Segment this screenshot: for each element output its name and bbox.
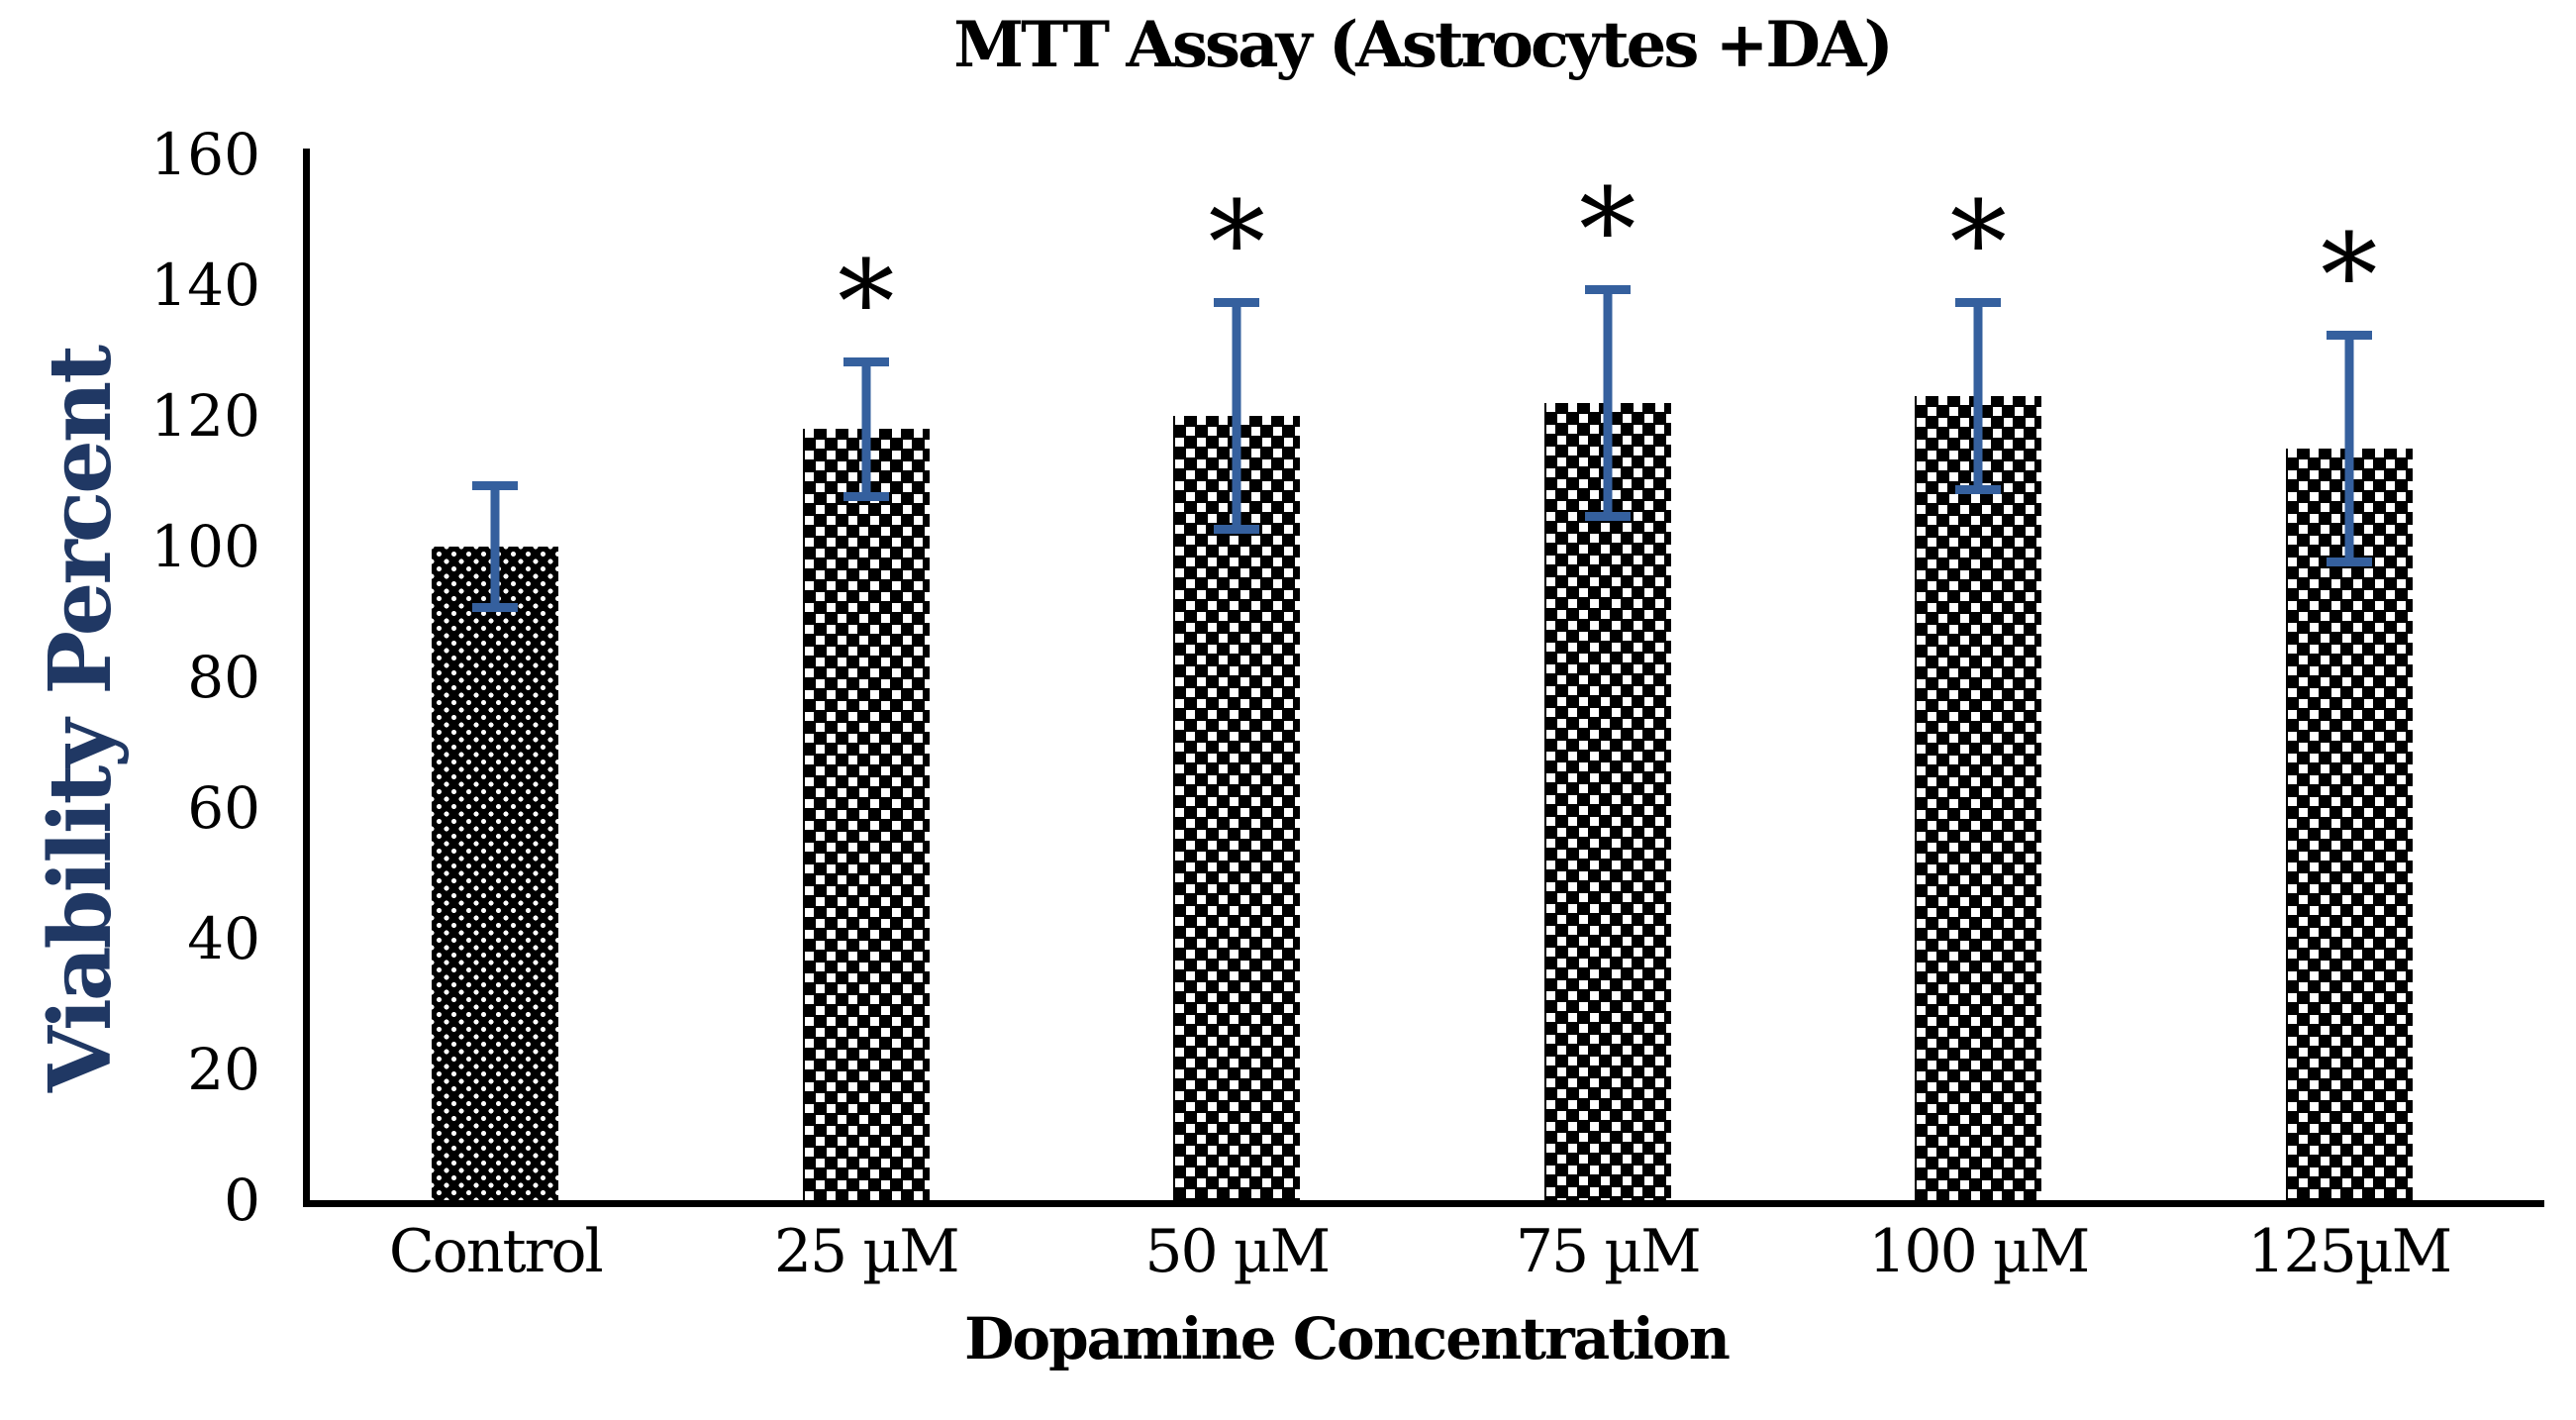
error-bar-line [1603, 285, 1613, 521]
error-bar-bottom-cap [472, 603, 519, 612]
error-bar-line [1973, 298, 1983, 495]
y-tick-label: 60 [187, 774, 260, 842]
error-bar-line [490, 481, 500, 612]
x-tick-label: 125µM [2247, 1217, 2452, 1286]
y-tick-label: 120 [150, 382, 260, 450]
error-bar-top-cap [1955, 298, 2002, 308]
x-tick-label: 75 µM [1515, 1217, 1702, 1286]
significance-asterisk: * [2321, 210, 2378, 344]
significance-asterisk: * [1579, 164, 1636, 297]
y-tick-label: 100 [150, 513, 260, 580]
y-tick-label: 140 [150, 252, 260, 319]
x-tick-label: 50 µM [1144, 1217, 1331, 1286]
error-bar-bottom-cap [2326, 557, 2372, 566]
error-bar [1584, 285, 1631, 521]
x-tick-label: 25 µM [773, 1217, 960, 1286]
y-tick-label: 160 [150, 121, 260, 188]
x-tick-label: Control [388, 1217, 604, 1286]
x-tick-label: 100 µM [1868, 1217, 2090, 1286]
error-bar-line [2344, 331, 2354, 566]
y-tick-label: 80 [187, 644, 260, 711]
chart-title: MTT Assay (Astrocytes +DA) [953, 8, 1894, 82]
y-axis-line [303, 149, 310, 1207]
error-bar-line [861, 356, 871, 501]
y-tick-label: 0 [224, 1166, 260, 1234]
error-bar-bottom-cap [1214, 524, 1260, 534]
error-bar [1214, 298, 1260, 534]
bar-100-µm [1915, 396, 2042, 1200]
error-bar [1955, 298, 2002, 495]
y-tick-label: 40 [187, 905, 260, 972]
significance-asterisk: * [1949, 177, 2008, 311]
error-bar-bottom-cap [842, 491, 889, 501]
error-bar [842, 356, 889, 501]
error-bar [472, 481, 519, 612]
bar-125µm [2285, 449, 2413, 1200]
significance-asterisk: * [1208, 177, 1266, 311]
significance-asterisk: * [838, 236, 895, 369]
x-axis-line [303, 1200, 2544, 1207]
bar-25-µm [802, 429, 930, 1200]
y-tick-label: 20 [187, 1036, 260, 1103]
bar-75-µm [1543, 402, 1671, 1200]
error-bar-top-cap [1214, 298, 1260, 308]
error-bar-line [1232, 298, 1241, 534]
error-bar-bottom-cap [1955, 485, 2002, 495]
error-bar-top-cap [1584, 285, 1631, 294]
error-bar-top-cap [842, 356, 889, 366]
bar-50-µm [1173, 416, 1301, 1200]
error-bar-bottom-cap [1584, 511, 1631, 521]
bar-control [432, 547, 559, 1200]
error-bar-top-cap [2326, 331, 2372, 341]
error-bar-top-cap [472, 481, 519, 490]
error-bar [2326, 331, 2372, 566]
x-axis-title: Dopamine Concentration [964, 1305, 1731, 1372]
